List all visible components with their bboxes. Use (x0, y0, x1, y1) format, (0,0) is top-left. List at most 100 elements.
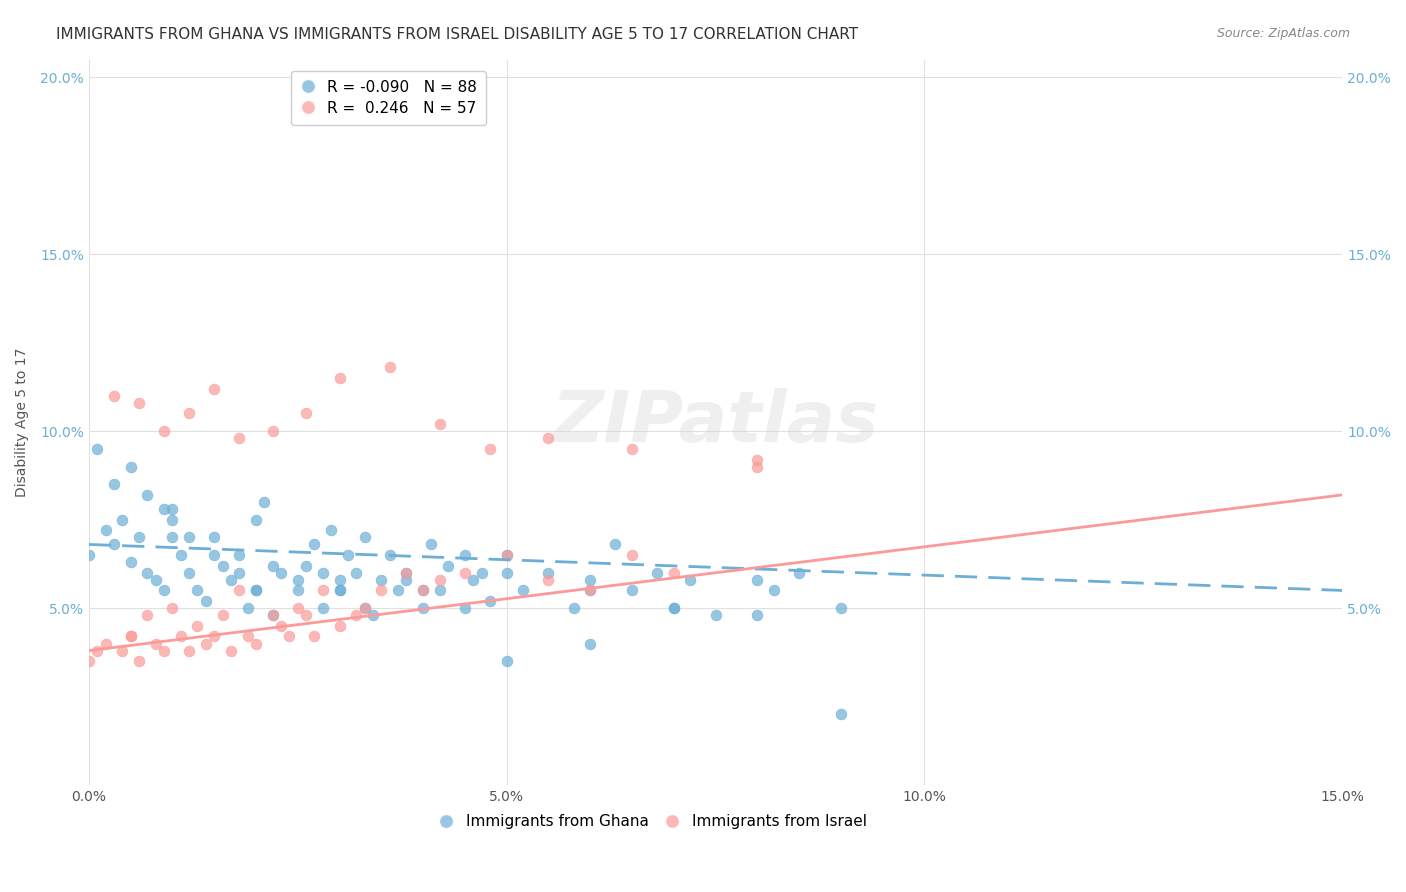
Point (395, 566, 418, 580)
Point (202, 548, 225, 562)
Point (537, 573, 560, 587)
Point (370, 573, 392, 587)
Point (86, 643, 108, 657)
Point (94, 523, 117, 537)
Point (228, 548, 250, 562)
Point (679, 573, 702, 587)
Point (395, 566, 418, 580)
Point (478, 594, 501, 608)
Point (120, 630, 142, 644)
Point (94, 636, 117, 650)
Point (186, 583, 208, 598)
Point (747, 573, 769, 587)
Point (103, 537, 125, 551)
Point (170, 630, 193, 644)
Point (245, 636, 267, 650)
Point (270, 566, 292, 580)
Point (304, 537, 326, 551)
Point (179, 643, 201, 657)
Point (328, 619, 350, 633)
Point (162, 502, 184, 516)
Point (605, 537, 627, 551)
Point (86, 442, 108, 456)
Point (495, 548, 517, 562)
Point (153, 583, 176, 598)
Point (194, 636, 217, 650)
Point (270, 619, 292, 633)
Point (579, 583, 602, 598)
Point (562, 601, 585, 615)
Point (120, 459, 142, 474)
Point (287, 601, 309, 615)
Point (437, 558, 460, 573)
Point (245, 583, 267, 598)
Point (153, 424, 176, 438)
Point (287, 583, 309, 598)
Point (537, 566, 560, 580)
Point (662, 601, 685, 615)
Point (245, 513, 267, 527)
Point (830, 707, 852, 722)
Point (253, 495, 276, 509)
Point (103, 477, 125, 491)
Point (429, 417, 451, 431)
Point (103, 389, 125, 403)
Point (128, 654, 150, 668)
Point (353, 601, 375, 615)
Point (412, 601, 434, 615)
Point (361, 608, 384, 623)
Text: IMMIGRANTS FROM GHANA VS IMMIGRANTS FROM ISRAEL DISABILITY AGE 5 TO 17 CORRELATI: IMMIGRANTS FROM GHANA VS IMMIGRANTS FROM… (56, 27, 859, 42)
Point (478, 442, 501, 456)
Point (412, 583, 434, 598)
Point (128, 396, 150, 410)
Point (312, 583, 335, 598)
Point (312, 601, 335, 615)
Point (579, 583, 602, 598)
Point (353, 601, 375, 615)
Point (662, 566, 685, 580)
Point (378, 548, 401, 562)
Point (120, 555, 142, 569)
Point (136, 608, 159, 623)
Point (236, 630, 259, 644)
Point (228, 583, 250, 598)
Point (304, 630, 326, 644)
Point (262, 608, 284, 623)
Text: Source: ZipAtlas.com: Source: ZipAtlas.com (1216, 27, 1350, 40)
Point (136, 566, 159, 580)
Point (454, 548, 477, 562)
Point (287, 573, 309, 587)
Point (295, 608, 318, 623)
Legend: Immigrants from Ghana, Immigrants from Israel: Immigrants from Ghana, Immigrants from I… (433, 808, 873, 836)
Point (353, 530, 375, 544)
Point (295, 558, 318, 573)
Point (145, 636, 167, 650)
Point (162, 530, 184, 544)
Y-axis label: Disability Age 5 to 17: Disability Age 5 to 17 (15, 348, 30, 497)
Point (202, 382, 225, 396)
Point (370, 583, 392, 598)
Point (179, 530, 201, 544)
Point (512, 583, 534, 598)
Point (202, 530, 225, 544)
Point (495, 548, 517, 562)
Point (262, 424, 284, 438)
Point (328, 371, 350, 385)
Point (162, 601, 184, 615)
Point (495, 566, 517, 580)
Point (312, 566, 335, 580)
Point (579, 573, 602, 587)
Point (128, 530, 150, 544)
Point (278, 630, 301, 644)
Point (194, 594, 217, 608)
Point (429, 573, 451, 587)
Point (763, 583, 786, 598)
Point (179, 566, 201, 580)
Point (620, 442, 643, 456)
Point (378, 360, 401, 375)
Point (787, 566, 810, 580)
Point (471, 566, 494, 580)
Point (211, 608, 233, 623)
Point (830, 601, 852, 615)
Point (328, 583, 350, 598)
